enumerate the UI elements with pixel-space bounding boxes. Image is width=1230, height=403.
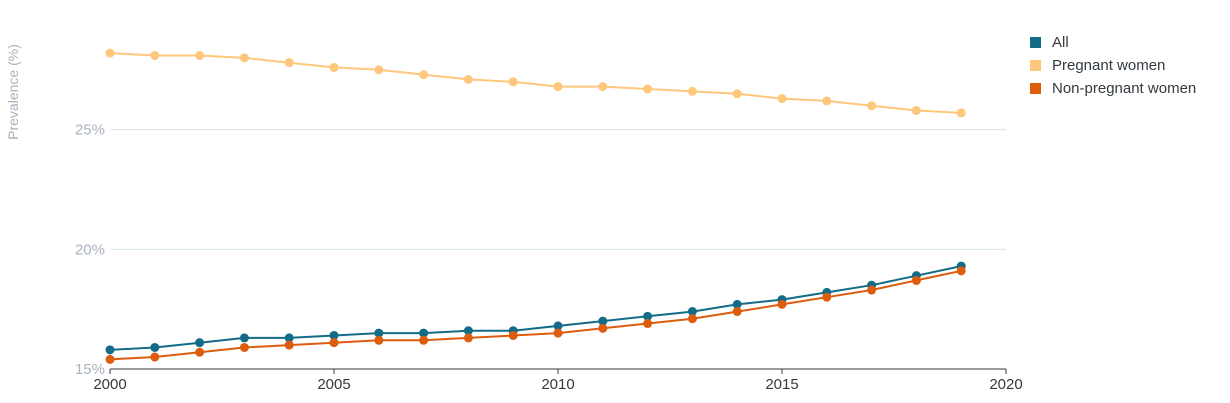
data-point-all — [598, 316, 608, 326]
data-point-non-pregnant-women — [553, 328, 563, 338]
data-point-all — [284, 333, 294, 343]
data-point-non-pregnant-women — [463, 333, 473, 343]
data-point-pregnant-women — [374, 65, 384, 75]
chart-legend: All Pregnant women Non-pregnant women — [1030, 31, 1196, 100]
data-point-pregnant-women — [553, 82, 563, 92]
data-point-non-pregnant-women — [643, 319, 653, 329]
data-point-non-pregnant-women — [687, 314, 697, 324]
data-point-pregnant-women — [195, 50, 205, 60]
data-point-all — [553, 321, 563, 331]
data-point-all — [643, 311, 653, 321]
data-point-non-pregnant-women — [419, 335, 429, 345]
data-point-pregnant-women — [284, 58, 294, 68]
data-point-all — [732, 299, 742, 309]
data-point-non-pregnant-women — [105, 354, 115, 364]
legend-swatch — [1030, 37, 1041, 48]
legend-swatch — [1030, 83, 1041, 94]
data-point-non-pregnant-women — [822, 292, 832, 302]
data-point-non-pregnant-women — [329, 338, 339, 348]
data-point-pregnant-women — [419, 70, 429, 80]
legend-swatch — [1030, 60, 1041, 71]
data-point-pregnant-women — [508, 77, 518, 87]
data-point-non-pregnant-women — [508, 330, 518, 340]
data-point-non-pregnant-women — [777, 299, 787, 309]
data-point-pregnant-women — [463, 74, 473, 84]
y-tick-label: 25% — [75, 122, 105, 139]
data-point-pregnant-women — [956, 108, 966, 118]
x-tick-label: 2000 — [93, 376, 126, 393]
x-tick-label: 2015 — [765, 376, 798, 393]
series-line-non-pregnant-women — [109, 269, 962, 361]
legend-label: Non-pregnant women — [1052, 80, 1197, 97]
legend-label: Pregnant women — [1052, 57, 1166, 74]
data-point-all — [687, 307, 697, 317]
data-point-pregnant-women — [867, 101, 877, 111]
y-tick-label: 20% — [75, 241, 105, 258]
data-point-non-pregnant-women — [239, 342, 249, 352]
data-point-non-pregnant-women — [732, 307, 742, 317]
legend-item-all[interactable]: All — [1030, 31, 1196, 54]
data-point-all — [195, 338, 205, 348]
data-point-pregnant-women — [911, 106, 921, 116]
series-line-pregnant-women — [109, 52, 962, 114]
data-point-pregnant-women — [643, 84, 653, 94]
data-point-all — [463, 326, 473, 336]
x-tick-label: 2020 — [989, 376, 1022, 393]
data-point-all — [419, 328, 429, 338]
data-point-pregnant-women — [687, 86, 697, 96]
legend-item-non-pregnant-women[interactable]: Non-pregnant women — [1030, 77, 1196, 100]
data-point-non-pregnant-women — [956, 266, 966, 276]
data-point-all — [374, 328, 384, 338]
data-point-pregnant-women — [732, 89, 742, 99]
data-point-pregnant-women — [598, 82, 608, 92]
data-point-pregnant-women — [105, 48, 115, 58]
y-tick-label: 15% — [75, 361, 105, 378]
data-point-all — [150, 342, 160, 352]
data-point-non-pregnant-women — [598, 323, 608, 333]
data-point-non-pregnant-women — [195, 347, 205, 357]
data-point-pregnant-women — [822, 96, 832, 106]
data-point-all — [329, 330, 339, 340]
data-point-non-pregnant-women — [867, 285, 877, 295]
data-point-pregnant-women — [329, 62, 339, 72]
x-tick-label: 2005 — [317, 376, 350, 393]
data-point-pregnant-women — [777, 94, 787, 104]
series-line-all — [109, 265, 962, 351]
x-tick-label: 2010 — [541, 376, 574, 393]
legend-item-pregnant-women[interactable]: Pregnant women — [1030, 54, 1196, 77]
data-point-all — [105, 345, 115, 355]
data-point-all — [239, 333, 249, 343]
data-point-non-pregnant-women — [284, 340, 294, 350]
data-point-pregnant-women — [239, 53, 249, 63]
data-point-non-pregnant-women — [150, 352, 160, 362]
legend-label: All — [1052, 34, 1069, 51]
data-point-non-pregnant-women — [374, 335, 384, 345]
data-point-non-pregnant-women — [911, 275, 921, 285]
data-point-pregnant-women — [150, 50, 160, 60]
